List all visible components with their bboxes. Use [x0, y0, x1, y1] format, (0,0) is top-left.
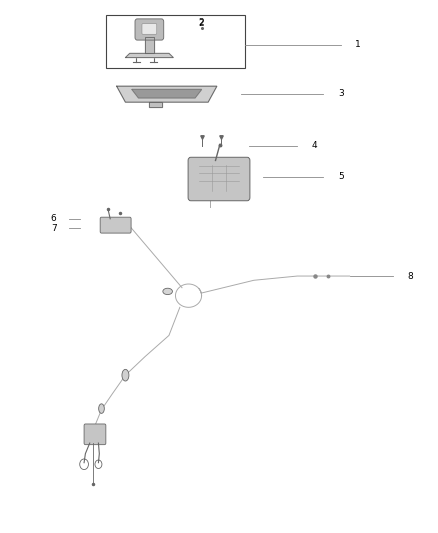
Ellipse shape [163, 288, 173, 295]
Ellipse shape [122, 369, 129, 381]
Text: 2: 2 [199, 19, 205, 28]
Polygon shape [149, 102, 162, 108]
Text: 8: 8 [408, 271, 413, 280]
Polygon shape [145, 37, 154, 53]
FancyBboxPatch shape [135, 19, 164, 40]
FancyBboxPatch shape [100, 217, 131, 233]
FancyBboxPatch shape [188, 157, 250, 201]
Text: 2: 2 [199, 18, 205, 27]
FancyBboxPatch shape [84, 424, 106, 445]
Text: 6: 6 [51, 214, 57, 223]
Polygon shape [125, 53, 173, 58]
Text: 3: 3 [338, 89, 344, 98]
Bar [106, 14, 245, 68]
Ellipse shape [99, 404, 104, 414]
Polygon shape [117, 86, 217, 102]
Text: 1: 1 [355, 41, 361, 50]
Text: 5: 5 [338, 172, 344, 181]
Polygon shape [132, 90, 201, 98]
FancyBboxPatch shape [142, 23, 157, 34]
Text: 7: 7 [51, 224, 57, 233]
Text: 4: 4 [312, 141, 318, 150]
